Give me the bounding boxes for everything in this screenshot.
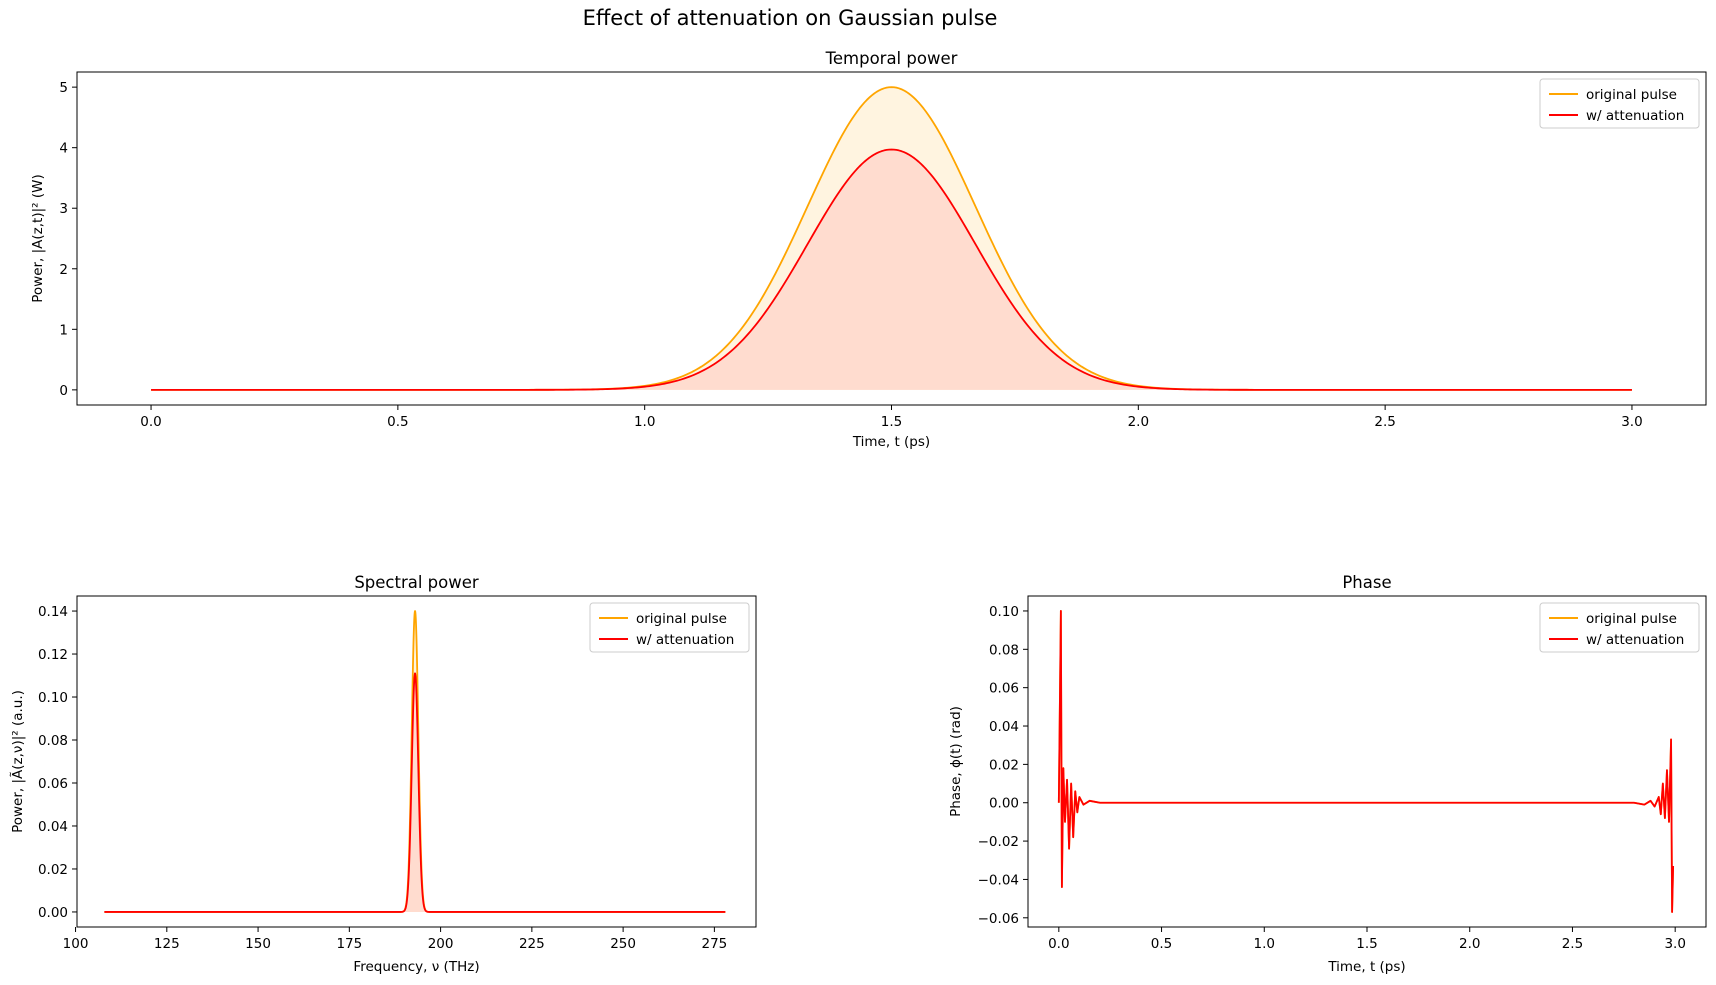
temporal-power-axes: 0.0 0.5 1.0 1.5 2.0 2.5 3.0 0 1 2 3 4 5 Temporal powe…	[30, 49, 1707, 450]
spectral-xtick-label: 275	[701, 936, 727, 952]
spectral-ytick-label: 0.12	[38, 647, 68, 663]
phase-ytick-label: −0.06	[978, 911, 1019, 927]
temporal-xtick-label: 2.5	[1374, 414, 1395, 430]
temporal-line-attenuated	[151, 148, 1632, 391]
spectral-xtick-label: 125	[154, 936, 180, 952]
spectral-fill-attenuated	[104, 673, 726, 912]
temporal-title: Temporal power	[825, 49, 958, 68]
temporal-ytick-label: 2	[59, 262, 68, 278]
phase-xtick-label: 0.0	[1048, 936, 1069, 952]
temporal-xtick-label: 1.0	[634, 414, 655, 430]
temporal-xtick-label: 3.0	[1621, 414, 1642, 430]
phase-xtick-label: 0.5	[1151, 936, 1172, 952]
phase-ytick-label: 0.10	[989, 604, 1019, 620]
spectral-axes-frame	[76, 595, 757, 928]
temporal-xlabel: Time, t (ps)	[852, 434, 930, 450]
phase-axes: 0.0 0.5 1.0 1.5 2.0 2.5 3.0 −0.06 −0.04 −0.02 0.00…	[948, 573, 1707, 975]
spectral-ytick-label: 0.04	[38, 819, 68, 835]
spectral-power-axes: 100 125 150 175 200 225 250 275 0.00 0.02 0.04 0.06…	[9, 573, 757, 975]
spectral-legend-entry: original pulse	[636, 611, 727, 627]
phase-ylabel: Phase, ϕ(t) (rad)	[948, 706, 964, 817]
spectral-xtick-label: 200	[428, 936, 454, 952]
phase-ytick-label: 0.00	[989, 796, 1019, 812]
spectral-ytick-label: 0.14	[38, 604, 68, 620]
temporal-ytick-label: 1	[59, 322, 68, 338]
spectral-xtick-label: 250	[610, 936, 636, 952]
temporal-xtick-label: 0.0	[140, 414, 161, 430]
phase-legend-entry: original pulse	[1586, 611, 1677, 627]
phase-ytick-label: −0.04	[978, 872, 1019, 888]
phase-xtick-label: 2.0	[1459, 936, 1480, 952]
spectral-xtick-label: 150	[245, 936, 271, 952]
phase-ytick-label: 0.02	[989, 757, 1019, 773]
spectral-ylabel: Power, |Ã(z,ν)|² (a.u.)	[9, 690, 26, 833]
temporal-ytick-label: 3	[59, 201, 68, 217]
phase-xtick-label: 1.0	[1254, 936, 1275, 952]
temporal-legend-entry: original pulse	[1586, 87, 1677, 103]
phase-xtick-label: 3.0	[1664, 936, 1685, 952]
temporal-legend-box	[1539, 78, 1700, 129]
phase-xtick-label: 1.5	[1356, 936, 1377, 952]
temporal-legend-entry: w/ attenuation	[1586, 108, 1684, 124]
temporal-fill-attenuated	[151, 149, 1632, 390]
spectral-legend-box	[589, 602, 750, 653]
phase-ytick-label: −0.02	[978, 834, 1019, 850]
temporal-legend: original pulse w/ attenuation	[1539, 78, 1700, 129]
phase-title: Phase	[1342, 573, 1391, 592]
phase-ytick-label: 0.04	[989, 719, 1019, 735]
spectral-ytick-label: 0.00	[38, 905, 68, 921]
spectral-line-attenuated	[104, 672, 726, 913]
spectral-title: Spectral power	[354, 573, 479, 592]
spectral-ytick-label: 0.06	[38, 776, 68, 792]
temporal-xtick-label: 2.0	[1128, 414, 1149, 430]
temporal-ytick-label: 5	[59, 80, 68, 96]
spectral-xtick-label: 175	[336, 936, 362, 952]
phase-xlabel: Time, t (ps)	[1327, 959, 1405, 975]
phase-line-attenuated	[1057, 610, 1675, 913]
phase-line-original	[1057, 610, 1675, 913]
phase-ytick-label: 0.06	[989, 681, 1019, 697]
spectral-ytick-label: 0.02	[38, 862, 68, 878]
spectral-xlabel: Frequency, ν (THz)	[353, 959, 479, 975]
temporal-xtick-label: 1.5	[881, 414, 902, 430]
spectral-legend-entry: w/ attenuation	[636, 632, 734, 648]
phase-ytick-label: 0.08	[989, 642, 1019, 658]
phase-xtick-label: 2.5	[1562, 936, 1583, 952]
temporal-ytick-label: 4	[59, 141, 68, 157]
spectral-xtick-label: 100	[63, 936, 89, 952]
spectral-xtick-label: 225	[519, 936, 545, 952]
figure-suptitle: Effect of attenuation on Gaussian pulse	[583, 6, 998, 30]
phase-legend-entry: w/ attenuation	[1586, 632, 1684, 648]
temporal-ytick-label: 0	[59, 383, 68, 399]
temporal-xtick-label: 0.5	[387, 414, 408, 430]
spectral-ytick-label: 0.08	[38, 733, 68, 749]
phase-legend-box	[1539, 602, 1700, 653]
temporal-ylabel: Power, |A(z,t)|² (W)	[30, 174, 46, 303]
spectral-ytick-label: 0.10	[38, 690, 68, 706]
spectral-legend: original pulse w/ attenuation	[589, 602, 750, 653]
phase-legend: original pulse w/ attenuation	[1539, 602, 1700, 653]
